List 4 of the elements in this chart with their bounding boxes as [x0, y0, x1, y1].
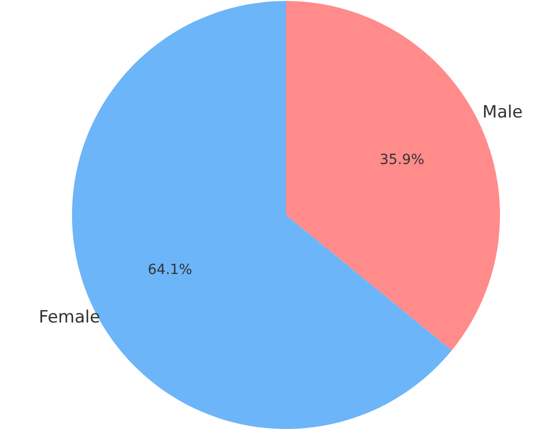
- data-label: 35.9%: [380, 152, 424, 168]
- data-label: 64.1%: [148, 262, 192, 278]
- slice-label: Male: [482, 102, 523, 122]
- slice-label: Female: [38, 308, 100, 328]
